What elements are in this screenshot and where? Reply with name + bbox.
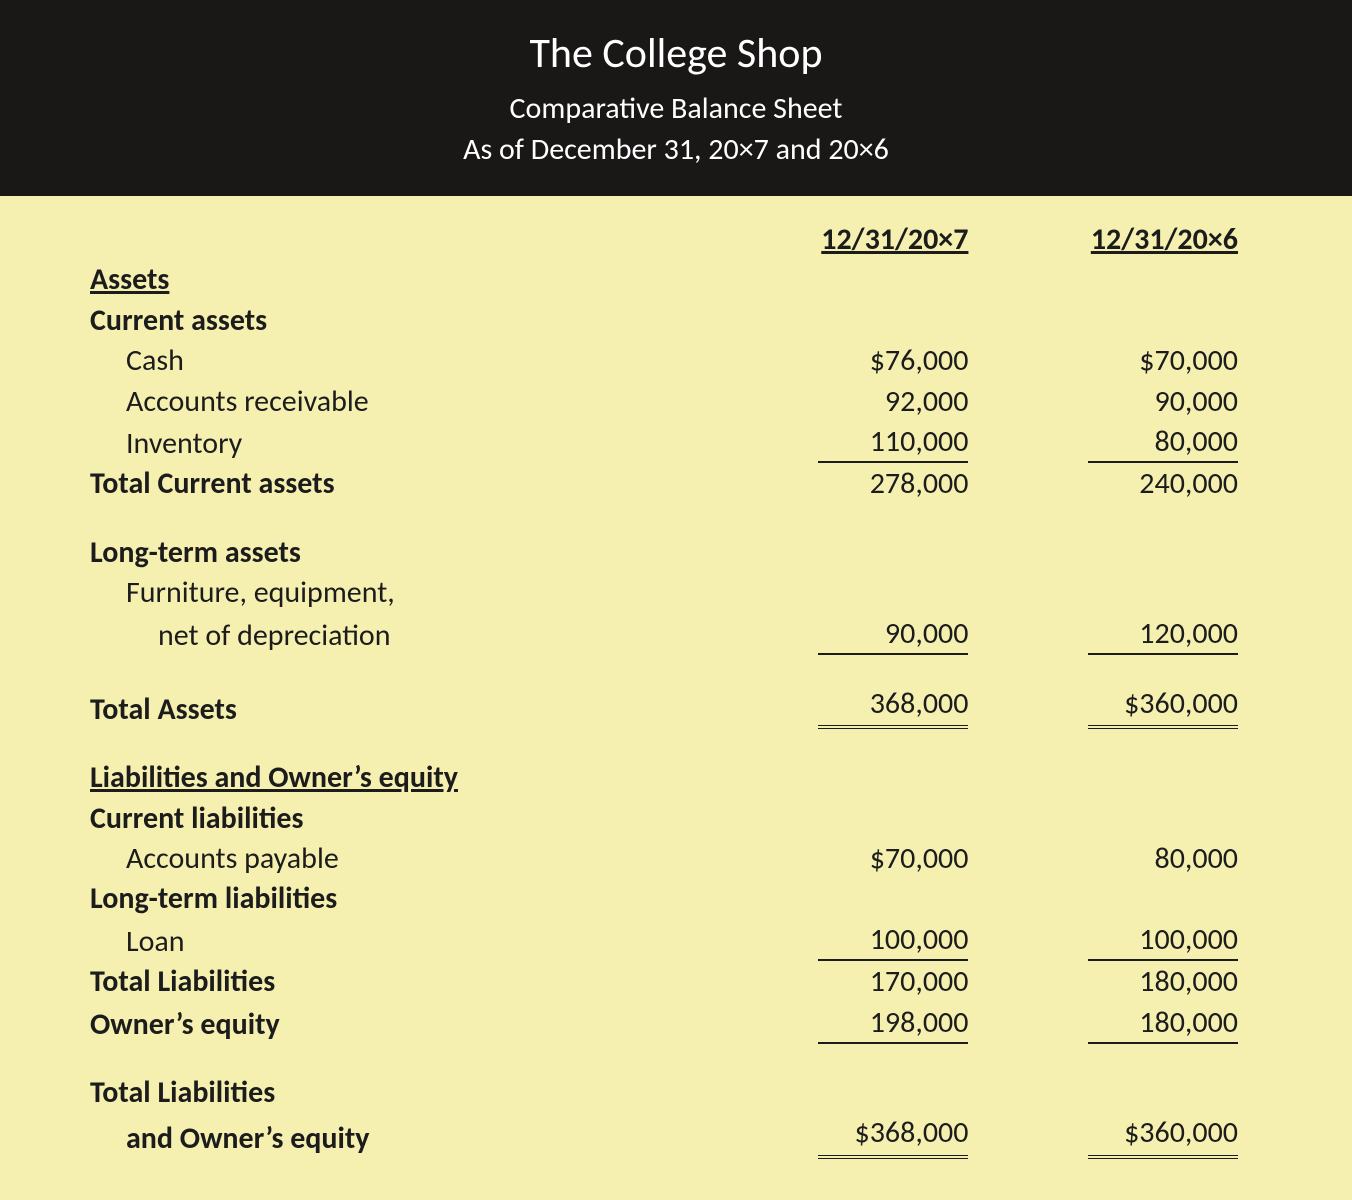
total-liab-y6: 180,000 — [1088, 963, 1238, 1001]
oe-y6: 180,000 — [1088, 1004, 1238, 1044]
label-long-term-liabilities: Long-term liabilities — [90, 879, 723, 919]
row-total-assets: Total Assets 368,000 $360,000 — [90, 684, 1262, 730]
label-accounts-receivable: Accounts receivable — [90, 382, 723, 422]
row-total-liabilities: Total Liabilities 170,000 180,000 — [90, 962, 1262, 1002]
row-owners-equity: Owner’s equity 198,000 180,000 — [90, 1003, 1262, 1045]
label-owners-equity: Owner’s equity — [90, 1003, 723, 1045]
ar-y7: 92,000 — [818, 383, 968, 421]
label-cash: Cash — [90, 341, 723, 381]
label-current-assets: Current assets — [90, 301, 723, 341]
tca-y7: 278,000 — [818, 465, 968, 503]
balance-sheet-table: 12/31/20×7 12/31/20×6 Assets Current ass… — [90, 220, 1262, 1160]
ap-y7: $70,000 — [818, 840, 968, 878]
loan-y6: 100,000 — [1088, 921, 1238, 961]
row-accounts-receivable: Accounts receivable 92,000 90,000 — [90, 382, 1262, 422]
ar-y6: 90,000 — [1088, 383, 1238, 421]
column-header-row: 12/31/20×7 12/31/20×6 — [90, 220, 1262, 260]
col-header-y6: 12/31/20×6 — [1091, 221, 1238, 264]
row-current-liabilities-head: Current liabilities — [90, 799, 1262, 839]
row-long-term-liabilities-head: Long-term liabilities — [90, 879, 1262, 919]
label-inventory: Inventory — [90, 422, 723, 464]
report-title: Comparative Balance Sheet As of December… — [20, 89, 1332, 170]
oe-y7: 198,000 — [818, 1004, 968, 1044]
label-total-assets: Total Assets — [90, 684, 723, 730]
label-loan: Loan — [90, 920, 723, 962]
label-assets: Assets — [90, 260, 723, 300]
row-total-liab-equity-l1: Total Liabilities — [90, 1073, 1262, 1113]
tle-y6: $360,000 — [1088, 1114, 1238, 1158]
report-title-line1: Comparative Balance Sheet — [510, 90, 843, 127]
furniture-y6: 120,000 — [1088, 615, 1238, 655]
label-furniture-l1: Furniture, equipment, — [90, 573, 723, 613]
col-header-y7: 12/31/20×7 — [821, 221, 968, 264]
label-total-liabilities: Total Liabilities — [90, 962, 723, 1002]
inventory-y6: 80,000 — [1088, 423, 1238, 463]
inventory-y7: 110,000 — [818, 423, 968, 463]
label-furniture-l2: net of depreciation — [90, 614, 723, 656]
tle-y7: $368,000 — [818, 1114, 968, 1158]
row-accounts-payable: Accounts payable $70,000 80,000 — [90, 839, 1262, 879]
label-current-liabilities: Current liabilities — [90, 799, 723, 839]
label-accounts-payable: Accounts payable — [90, 839, 723, 879]
row-total-current-assets: Total Current assets 278,000 240,000 — [90, 464, 1262, 504]
label-total-current-assets: Total Current assets — [90, 464, 723, 504]
label-liab-equity: Liabilities and Owner’s equity — [90, 758, 723, 798]
report-header: The College Shop Comparative Balance She… — [0, 0, 1352, 196]
company-name: The College Shop — [20, 28, 1332, 79]
row-liab-equity-head: Liabilities and Owner’s equity — [90, 758, 1262, 798]
tca-y6: 240,000 — [1088, 465, 1238, 503]
loan-y7: 100,000 — [818, 921, 968, 961]
row-total-liab-equity-l2: and Owner’s equity $368,000 $360,000 — [90, 1113, 1262, 1159]
row-inventory: Inventory 110,000 80,000 — [90, 422, 1262, 464]
furniture-y7: 90,000 — [818, 615, 968, 655]
total-assets-y6: $360,000 — [1088, 685, 1238, 729]
label-total-liab-equity-l1: Total Liabilities — [90, 1073, 723, 1113]
row-current-assets-head: Current assets — [90, 301, 1262, 341]
cash-y6: $70,000 — [1088, 342, 1238, 380]
total-assets-y7: 368,000 — [818, 685, 968, 729]
row-long-term-assets-head: Long-term assets — [90, 533, 1262, 573]
report-title-line2: As of December 31, 20×7 and 20×6 — [463, 131, 889, 168]
row-furniture-line1: Furniture, equipment, — [90, 573, 1262, 613]
cash-y7: $76,000 — [818, 342, 968, 380]
row-cash: Cash $76,000 $70,000 — [90, 341, 1262, 381]
row-assets-head: Assets — [90, 260, 1262, 300]
label-total-liab-equity-l2: and Owner’s equity — [90, 1113, 723, 1159]
row-furniture-line2: net of depreciation 90,000 120,000 — [90, 614, 1262, 656]
label-long-term-assets: Long-term assets — [90, 533, 723, 573]
total-liab-y7: 170,000 — [818, 963, 968, 1001]
balance-sheet-body: 12/31/20×7 12/31/20×6 Assets Current ass… — [0, 196, 1352, 1200]
row-loan: Loan 100,000 100,000 — [90, 920, 1262, 962]
ap-y6: 80,000 — [1088, 840, 1238, 878]
